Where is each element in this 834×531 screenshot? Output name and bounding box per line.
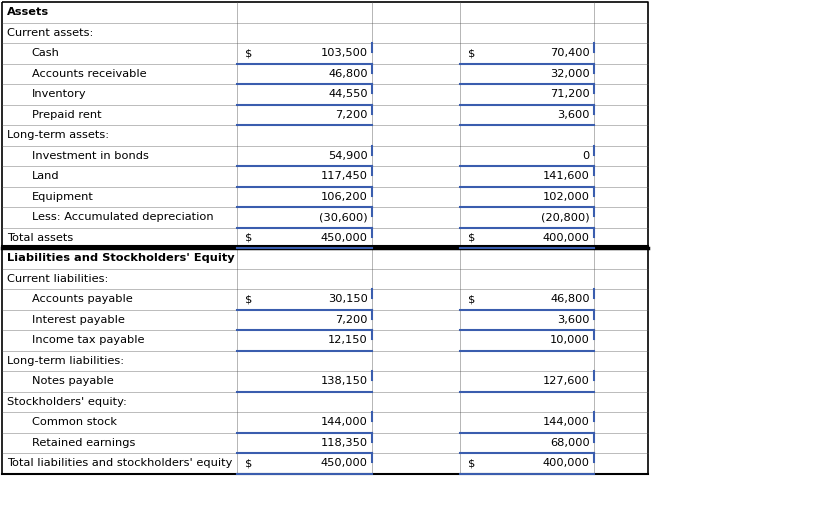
Text: 118,350: 118,350: [321, 438, 368, 448]
Text: Accounts payable: Accounts payable: [32, 294, 133, 304]
Text: Current liabilities:: Current liabilities:: [7, 274, 108, 284]
Text: Common stock: Common stock: [32, 417, 117, 427]
Text: 0: 0: [583, 151, 590, 161]
Text: Current assets:: Current assets:: [7, 28, 93, 38]
Text: Income tax payable: Income tax payable: [32, 335, 144, 345]
Text: $: $: [468, 233, 475, 243]
Text: 127,600: 127,600: [543, 376, 590, 386]
Text: $: $: [245, 294, 253, 304]
Text: 71,200: 71,200: [550, 89, 590, 99]
Text: (30,600): (30,600): [319, 212, 368, 222]
Text: $: $: [245, 458, 253, 468]
Text: 450,000: 450,000: [321, 233, 368, 243]
Text: 46,800: 46,800: [550, 294, 590, 304]
Text: Investment in bonds: Investment in bonds: [32, 151, 148, 161]
Text: Inventory: Inventory: [32, 89, 86, 99]
Text: 103,500: 103,500: [321, 48, 368, 58]
Text: Equipment: Equipment: [32, 192, 93, 202]
Text: 144,000: 144,000: [543, 417, 590, 427]
Text: 7,200: 7,200: [335, 315, 368, 325]
Text: 68,000: 68,000: [550, 438, 590, 448]
Text: 106,200: 106,200: [321, 192, 368, 202]
Text: Retained earnings: Retained earnings: [32, 438, 135, 448]
Text: Land: Land: [32, 172, 59, 181]
Text: 400,000: 400,000: [543, 458, 590, 468]
Text: 46,800: 46,800: [329, 68, 368, 79]
Text: 70,400: 70,400: [550, 48, 590, 58]
Text: $: $: [245, 48, 253, 58]
Text: 7,200: 7,200: [335, 110, 368, 120]
Text: (20,800): (20,800): [541, 212, 590, 222]
Text: 54,900: 54,900: [329, 151, 368, 161]
Text: 102,000: 102,000: [543, 192, 590, 202]
Text: $: $: [468, 294, 475, 304]
Text: 3,600: 3,600: [557, 110, 590, 120]
Text: $: $: [468, 48, 475, 58]
Text: 32,000: 32,000: [550, 68, 590, 79]
Text: Assets: Assets: [7, 7, 49, 17]
Text: 10,000: 10,000: [550, 335, 590, 345]
Text: Long-term assets:: Long-term assets:: [7, 130, 108, 140]
Text: Accounts receivable: Accounts receivable: [32, 68, 146, 79]
Text: 12,150: 12,150: [329, 335, 368, 345]
Text: 144,000: 144,000: [321, 417, 368, 427]
Text: Interest payable: Interest payable: [32, 315, 124, 325]
Text: 117,450: 117,450: [321, 172, 368, 181]
Text: Long-term liabilities:: Long-term liabilities:: [7, 356, 123, 366]
Text: 44,550: 44,550: [329, 89, 368, 99]
Text: Liabilities and Stockholders' Equity: Liabilities and Stockholders' Equity: [7, 253, 234, 263]
Text: 3,600: 3,600: [557, 315, 590, 325]
Text: Total assets: Total assets: [7, 233, 73, 243]
Text: Prepaid rent: Prepaid rent: [32, 110, 101, 120]
Text: Notes payable: Notes payable: [32, 376, 113, 386]
Text: Total liabilities and stockholders' equity: Total liabilities and stockholders' equi…: [7, 458, 232, 468]
Text: 400,000: 400,000: [543, 233, 590, 243]
Text: Stockholders' equity:: Stockholders' equity:: [7, 397, 127, 407]
Text: 138,150: 138,150: [321, 376, 368, 386]
Text: 30,150: 30,150: [328, 294, 368, 304]
Text: $: $: [245, 233, 253, 243]
Text: 450,000: 450,000: [321, 458, 368, 468]
Text: $: $: [468, 458, 475, 468]
Text: 141,600: 141,600: [543, 172, 590, 181]
Text: Less: Accumulated depreciation: Less: Accumulated depreciation: [32, 212, 214, 222]
Text: Cash: Cash: [32, 48, 59, 58]
